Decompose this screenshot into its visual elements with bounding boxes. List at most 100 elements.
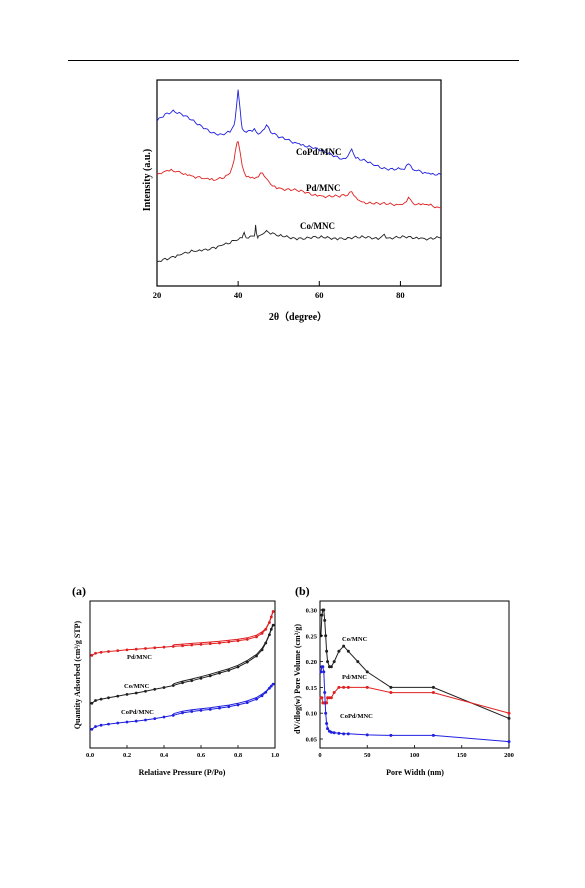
iso-point: [116, 721, 120, 725]
pore-point: [507, 716, 511, 720]
iso-point: [153, 717, 157, 721]
iso-point: [236, 703, 240, 707]
pore-point: [326, 660, 330, 664]
iso-series-line: [91, 624, 274, 704]
iso-point: [116, 649, 120, 653]
iso-point: [271, 610, 275, 613]
iso-point: [107, 722, 110, 726]
iso-point: [199, 708, 203, 712]
pore-xtick-label: 150: [457, 752, 467, 759]
iso-legend-co: Co/MNC: [124, 683, 150, 690]
iso-point: [99, 723, 103, 727]
iso-point: [218, 706, 221, 710]
iso-ylabel: Quantity Adsorbed (cm³/g STP): [73, 620, 82, 729]
pore-xlabel: Pore Width (nm): [386, 768, 444, 777]
pore-ytick-label: 0.20: [306, 659, 317, 666]
xrd-legend-pd: Pd/MNC: [306, 183, 341, 193]
iso-point: [153, 687, 157, 691]
panel-b-letter: (b): [295, 584, 310, 598]
iso-xlabel: Relatiave Pressure (P/Po): [139, 768, 226, 777]
xrd-xtick-label: 80: [396, 290, 405, 300]
iso-point: [94, 651, 97, 655]
iso-point: [99, 650, 103, 654]
pore-xtick-label: 50: [364, 752, 371, 759]
pore-point: [337, 649, 341, 653]
pore-point: [337, 685, 341, 689]
iso-point: [208, 708, 212, 711]
xrd-plot-frame: [156, 79, 442, 287]
header-rule: [68, 60, 519, 61]
pore-point: [329, 730, 333, 734]
iso-point: [245, 660, 249, 664]
iso-point: [218, 641, 221, 645]
xrd-xtick-label: 40: [234, 290, 243, 300]
pore-point: [322, 608, 326, 612]
pore-point: [365, 733, 369, 737]
iso-point: [190, 710, 194, 713]
xrd-xtick-label: 20: [153, 290, 162, 300]
iso-point: [269, 684, 273, 688]
pore-point: [431, 691, 435, 695]
pore-xtick-label: 100: [410, 752, 420, 759]
iso-point: [268, 686, 271, 690]
iso-series-desorption: [173, 610, 274, 646]
pore-point: [323, 691, 327, 695]
iso-point: [227, 640, 231, 644]
xrd-xtick-label: 60: [315, 290, 324, 300]
iso-point: [116, 694, 120, 698]
pore-ytick-label: 0.15: [306, 685, 318, 692]
pore-point: [324, 634, 328, 638]
pore-point: [332, 660, 336, 664]
pore-point: [326, 727, 330, 731]
iso-xtick-label: 1.0: [271, 752, 279, 759]
pore-series-line: [320, 686, 510, 714]
xrd-series-comnc: [156, 224, 442, 263]
iso-point: [268, 633, 271, 637]
pore-point: [389, 691, 393, 695]
xrd-xlabel: 2θ（degree）: [269, 310, 327, 323]
pore-ytick-label: 0.25: [306, 633, 318, 640]
xrd-legend-copd: CoPd/MNC: [296, 147, 342, 157]
pore-point: [365, 685, 369, 689]
iso-xtick-label: 0.4: [160, 752, 169, 759]
iso-xtick-label: 0.8: [234, 752, 243, 759]
pore-xtick-label: 200: [504, 752, 514, 759]
iso-point: [107, 696, 110, 700]
iso-point: [144, 689, 147, 693]
pore-point: [342, 732, 346, 736]
iso-point: [236, 639, 240, 643]
pore-point: [329, 696, 333, 700]
iso-point: [268, 621, 271, 624]
pore-point: [320, 613, 324, 617]
isotherm-chart: (a) 0.0 0.2 0.4 0.6 0.8 1.0 Relatiave Pressur…: [72, 584, 279, 777]
iso-point: [227, 668, 231, 672]
pore-point: [431, 733, 435, 737]
iso-series-line: [91, 611, 274, 656]
iso-point: [125, 720, 129, 724]
pore-point: [346, 649, 350, 653]
iso-point: [227, 705, 231, 709]
iso-point: [269, 615, 273, 619]
iso-series-desorption: [173, 624, 274, 685]
xrd-series-copdmnc: [156, 89, 442, 176]
panel-a-letter: (a): [72, 584, 86, 598]
iso-point: [199, 642, 203, 646]
iso-point: [134, 719, 138, 723]
iso-point: [90, 727, 94, 731]
iso-point: [171, 645, 175, 648]
pore-point: [346, 685, 350, 689]
iso-point: [90, 701, 94, 705]
iso-point: [134, 691, 138, 695]
pore-point: [324, 711, 328, 715]
pore-point: [332, 691, 336, 695]
pore-point: [337, 731, 341, 735]
pore-point: [325, 722, 329, 726]
pore-legend-pd: Pd/MNC: [342, 674, 367, 681]
xrd-ylabel: Intensity (a.u.): [142, 149, 153, 212]
iso-point: [245, 701, 249, 704]
iso-point: [255, 635, 258, 639]
iso-point: [264, 641, 268, 645]
pore-point: [319, 670, 323, 674]
iso-point: [264, 690, 268, 694]
iso-point: [107, 650, 110, 653]
